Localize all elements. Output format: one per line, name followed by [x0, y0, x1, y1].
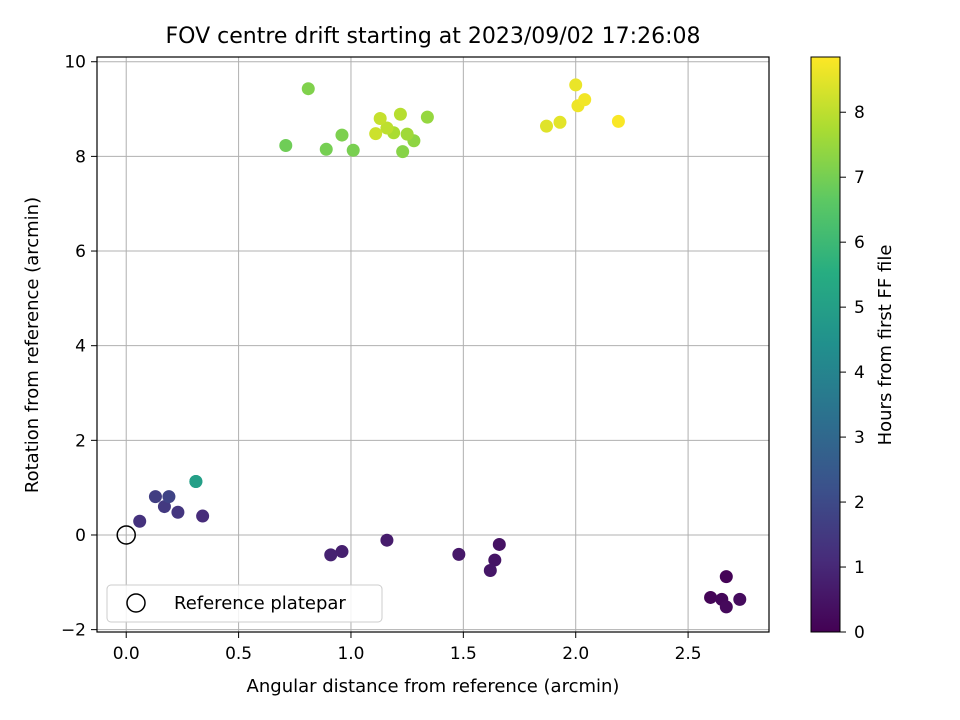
scatter-point [324, 548, 338, 562]
y-tick-label: 8 [75, 147, 86, 167]
scatter-point [171, 505, 185, 519]
legend-marker [126, 593, 146, 613]
y-tick-label: 0 [75, 526, 86, 546]
scatter-point [611, 114, 625, 128]
colorbar-ticks: 0 1 2 3 4 5 6 7 8 [840, 103, 865, 643]
x-tick-label: 1.0 [337, 644, 364, 664]
legend: Reference platepar [106, 584, 383, 623]
scatter-point [301, 82, 315, 96]
y-axis-ticks: −2 0 2 4 6 8 10 [61, 53, 97, 641]
y-tick-label: 6 [75, 242, 86, 262]
y-tick-label: −2 [61, 621, 86, 641]
chart-title: FOV centre drift starting at 2023/09/02 … [166, 24, 701, 49]
data-points [133, 78, 747, 614]
scatter-point [335, 128, 349, 142]
legend-label: Reference platepar [174, 593, 346, 614]
y-tick-label: 4 [75, 337, 86, 357]
scatter-point [196, 509, 210, 523]
scatter-point [189, 475, 203, 489]
scatter-point [420, 110, 434, 124]
colorbar-tick-label: 5 [854, 298, 865, 318]
colorbar [810, 56, 841, 633]
scatter-point [569, 78, 583, 92]
scatter-point [553, 115, 567, 129]
scatter-point [279, 138, 293, 152]
x-tick-label: 0.0 [113, 644, 140, 664]
x-tick-label: 2.5 [675, 644, 702, 664]
scatter-point [319, 142, 333, 156]
scatter-point [539, 119, 553, 133]
x-axis-label: Angular distance from reference (arcmin) [247, 676, 620, 697]
scatter-point [346, 143, 360, 157]
x-tick-label: 0.5 [225, 644, 252, 664]
x-tick-label: 1.5 [450, 644, 477, 664]
colorbar-tick-label: 0 [854, 623, 865, 643]
scatter-point [133, 514, 147, 528]
scatter-point [492, 537, 506, 551]
scatter-point [157, 500, 171, 514]
scatter-point [483, 563, 497, 577]
colorbar-tick-label: 3 [854, 428, 865, 448]
colorbar-tick-label: 4 [854, 363, 865, 383]
scatter-point [369, 127, 383, 141]
scatter-point [162, 490, 176, 504]
colorbar-tick-label: 1 [854, 558, 865, 578]
colorbar-tick-label: 6 [854, 233, 865, 253]
x-axis-ticks: 0.0 0.5 1.0 1.5 2.0 2.5 [113, 632, 702, 664]
colorbar-tick-label: 8 [854, 103, 865, 123]
scatter-point [578, 93, 592, 107]
y-tick-label: 2 [75, 431, 86, 451]
reference-platepar-marker [116, 525, 136, 545]
scatter-point [400, 127, 414, 141]
scatter-point [396, 145, 410, 159]
legend-box [106, 584, 383, 623]
scatter-point [393, 107, 407, 121]
scatter-point [148, 490, 162, 504]
scatter-point [380, 533, 394, 547]
y-axis-label: Rotation from reference (arcmin) [22, 197, 43, 493]
scatter-point [733, 592, 747, 606]
scatter-point [719, 570, 733, 584]
scatter-point [373, 112, 387, 126]
colorbar-label: Hours from first FF file [875, 245, 896, 446]
scatter-point [335, 545, 349, 559]
colorbar-tick-label: 2 [854, 493, 865, 513]
colorbar-tick-label: 7 [854, 168, 865, 188]
plot-frame [96, 56, 770, 633]
scatter-point [488, 553, 502, 567]
x-tick-label: 2.0 [562, 644, 589, 664]
scatter-point [452, 547, 466, 561]
scatter-point [380, 121, 394, 135]
y-tick-label: 10 [64, 53, 86, 73]
scatter-point [704, 590, 718, 604]
scatter-point [719, 600, 733, 614]
